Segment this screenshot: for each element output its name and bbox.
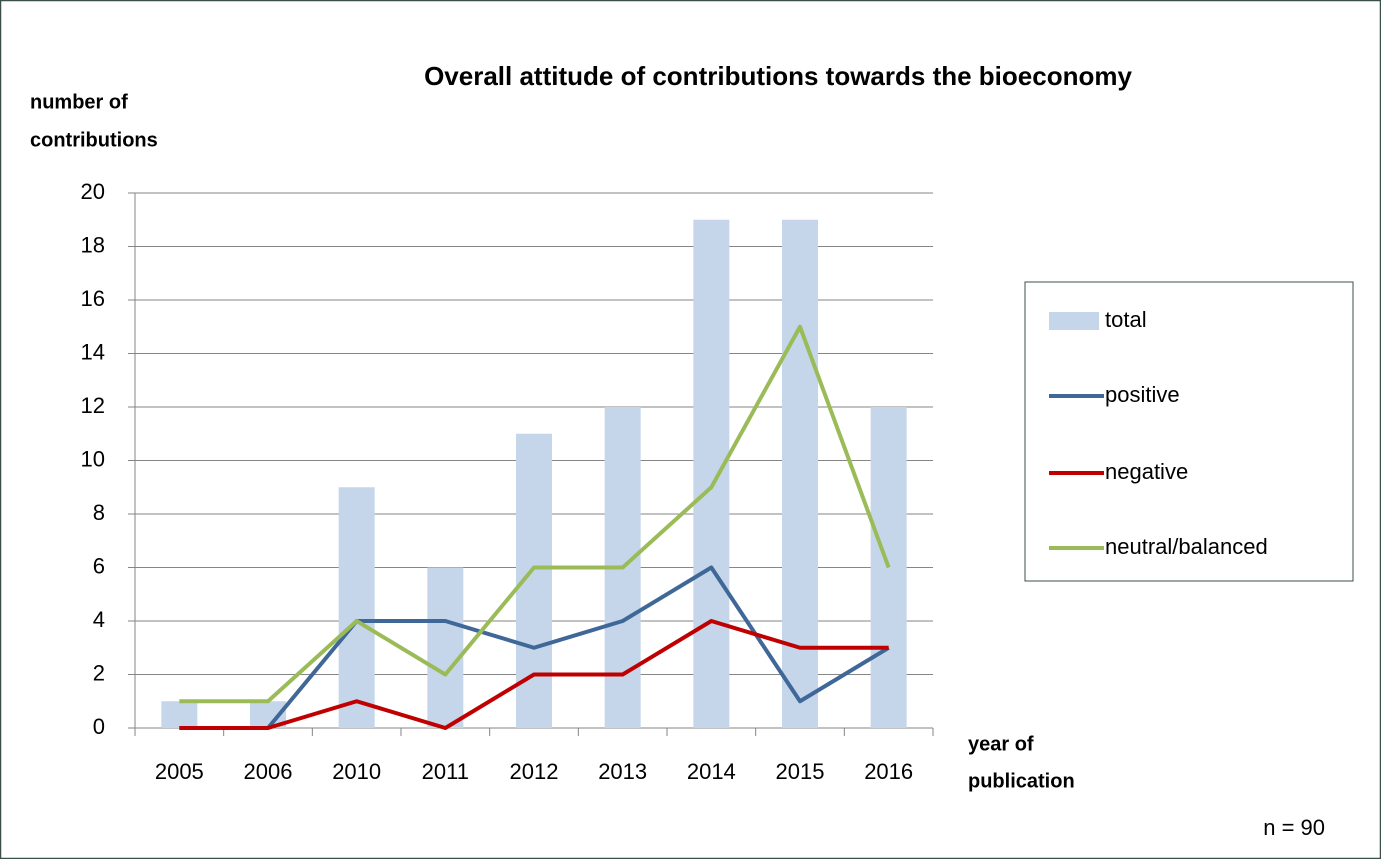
y-tick-label: 2 <box>93 660 105 685</box>
x-tick-label: 2005 <box>155 759 204 784</box>
legend-label: positive <box>1105 382 1180 407</box>
bar <box>782 219 818 728</box>
legend-label: total <box>1105 307 1147 332</box>
x-tick-label: 2012 <box>510 759 559 784</box>
x-tick-label: 2010 <box>332 759 381 784</box>
y-tick-label: 16 <box>81 286 105 311</box>
legend-swatch <box>1049 312 1099 330</box>
y-axis-label: number of <box>30 91 128 113</box>
legend-box <box>1024 281 1354 582</box>
line <box>179 619 889 730</box>
x-tick-label: 2013 <box>598 759 647 784</box>
legend-label: neutral/balanced <box>1105 534 1268 559</box>
x-axis-label: publication <box>968 770 1075 792</box>
bar <box>427 567 464 728</box>
x-tick-label: 2011 <box>422 759 469 784</box>
legend-label: negative <box>1105 459 1188 484</box>
annotation: n = 90 <box>1263 815 1325 840</box>
line <box>179 565 890 730</box>
bar <box>161 701 198 728</box>
y-tick-label: 0 <box>93 714 105 739</box>
y-tick-label: 10 <box>81 446 105 471</box>
y-tick-label: 18 <box>81 232 105 257</box>
y-tick-label: 20 <box>81 179 105 204</box>
y-tick-label: 8 <box>93 500 105 525</box>
bar <box>693 219 730 728</box>
y-tick-label: 12 <box>81 393 105 418</box>
bar <box>338 487 375 728</box>
x-axis-label: year of <box>968 733 1034 755</box>
y-tick-label: 14 <box>81 339 105 364</box>
x-tick-label: 2006 <box>244 759 293 784</box>
x-tick-label: 2015 <box>776 759 825 784</box>
chart-title: Overall attitude of contributions toward… <box>424 61 1132 91</box>
y-tick-label: 6 <box>93 553 105 578</box>
x-tick-label: 2014 <box>687 759 736 784</box>
line <box>179 324 891 704</box>
x-tick-label: 2016 <box>864 759 913 784</box>
y-tick-label: 4 <box>93 607 105 632</box>
y-axis-label: contributions <box>30 129 158 151</box>
